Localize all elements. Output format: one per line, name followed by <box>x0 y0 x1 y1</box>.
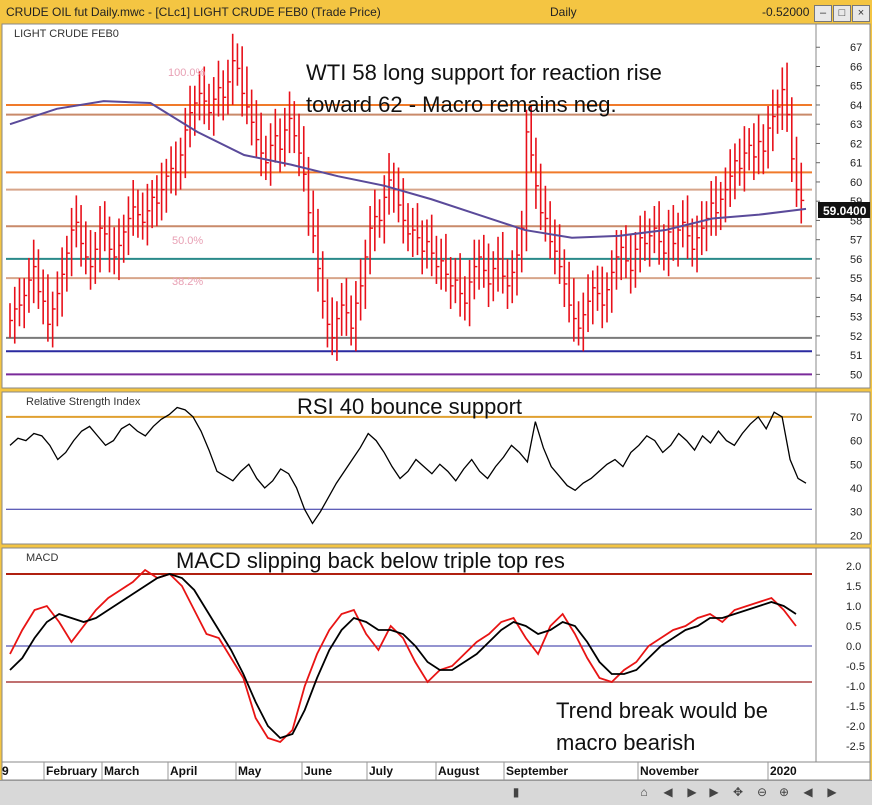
close-icon[interactable]: × <box>852 5 870 22</box>
last-price-tag <box>818 202 870 218</box>
status-bar: ▮ ⌂ ◀ ▶ ▶ ✥ ⊖ ⊕ ◀ ▶ <box>0 780 872 805</box>
zoom-out-icon[interactable]: ⊖ <box>756 785 768 799</box>
price-panel-label: LIGHT CRUDE FEB0 <box>14 28 119 40</box>
rsi-tick-label: 40 <box>850 483 862 495</box>
price-tick-label: 54 <box>850 292 862 304</box>
macd-tick-label: 0.5 <box>846 621 861 633</box>
macd-tick-label: -1.0 <box>846 681 865 693</box>
time-axis-label: February <box>46 764 98 778</box>
time-axis-label: March <box>104 764 139 778</box>
time-axis-label: September <box>506 764 568 778</box>
price-tick-label: 65 <box>850 81 862 93</box>
price-tick-label: 55 <box>850 273 862 285</box>
macd-axis-panel <box>815 547 871 763</box>
scroll-right-icon[interactable]: ▶ <box>827 785 837 799</box>
time-axis: February March April May June July August Septe… <box>2 762 797 780</box>
price-tick-label: 63 <box>850 119 862 131</box>
macd-tick-label: -2.0 <box>846 721 865 733</box>
trend-annotation-line1: Trend break would be <box>556 698 768 723</box>
time-axis-label: April <box>170 764 197 778</box>
time-axis-label: November <box>640 764 699 778</box>
home-icon[interactable]: ⌂ <box>640 785 648 799</box>
time-axis-label: August <box>438 764 479 778</box>
window-title: CRUDE OIL fut Daily.mwc - [CLc1] LIGHT C… <box>6 5 381 19</box>
price-tick-label: 64 <box>850 100 862 112</box>
price-annotation-line2: toward 62 - Macro remains neg. <box>306 92 617 117</box>
macd-tick-label: 1.5 <box>846 581 861 593</box>
scroll-left-icon[interactable]: ◀ <box>803 785 813 799</box>
price-tick-label: 62 <box>850 138 862 150</box>
price-tick-label: 51 <box>850 350 862 362</box>
macd-annotation: MACD slipping back below triple top res <box>176 548 565 573</box>
macd-tick-label: 2.0 <box>846 561 861 573</box>
macd-line <box>9 568 797 744</box>
rsi-annotation: RSI 40 bounce support <box>297 394 522 419</box>
price-tick-label: 58 <box>850 215 862 227</box>
macd-tick-label: 0.0 <box>846 641 861 653</box>
price-tick-label: 66 <box>850 61 862 73</box>
title-bar[interactable]: CRUDE OIL fut Daily.mwc - [CLc1] LIGHT C… <box>2 2 870 24</box>
macd-panel-label: MACD <box>26 552 58 564</box>
macd-panel <box>1 547 817 763</box>
rsi-layer: 20 30 40 50 60 70 <box>6 406 862 542</box>
time-axis-label: May <box>238 764 262 778</box>
fib-label-50: 50.0% <box>172 235 203 247</box>
zoom-reset-icon[interactable]: ✥ <box>732 785 744 799</box>
zoom-in-icon[interactable]: ⊕ <box>778 785 790 799</box>
rsi-line <box>9 406 807 525</box>
price-tick-label: 56 <box>850 254 862 266</box>
trend-annotation-line2: macro bearish <box>556 730 695 755</box>
price-layer: 505152535455565758596061626364656667 <box>6 33 862 381</box>
time-axis-label: July <box>369 764 393 778</box>
rsi-tick-label: 60 <box>850 436 862 448</box>
change-value: -0.52000 <box>762 5 810 19</box>
scroll-bar-icon[interactable]: ▮ <box>512 785 520 799</box>
macd-tick-label: -1.5 <box>846 701 865 713</box>
fib-label-100: 100.0% <box>168 67 206 79</box>
rsi-axis-panel <box>815 391 871 545</box>
rsi-tick-label: 30 <box>850 507 862 519</box>
rsi-tick-label: 70 <box>850 412 862 424</box>
chart-canvas[interactable]: 505152535455565758596061626364656667 203… <box>0 22 872 780</box>
minimize-icon[interactable]: – <box>814 5 832 22</box>
maximize-icon[interactable]: □ <box>833 5 851 22</box>
time-axis-label: 9 <box>2 764 9 778</box>
price-tick-label: 50 <box>850 369 862 381</box>
end-icon[interactable]: ▶ <box>709 785 719 799</box>
price-annotation-line1: WTI 58 long support for reaction rise <box>306 60 662 85</box>
macd-layer: -2.5 -2.0 -1.5 -1.0 -0.5 0.0 0.5 1.0 1.5 2.0 <box>6 561 865 753</box>
price-tick-label: 67 <box>850 42 862 54</box>
prev-icon[interactable]: ◀ <box>663 785 673 799</box>
interval-label: Daily <box>550 5 577 19</box>
last-price-text: 59.0400 <box>823 204 867 218</box>
signal-line <box>9 573 797 740</box>
macd-tick-label: -2.5 <box>846 741 865 753</box>
rsi-panel-label: Relative Strength Index <box>26 396 141 408</box>
price-tick-label: 52 <box>850 331 862 343</box>
moving-average-line <box>9 100 807 239</box>
price-tick-label: 53 <box>850 312 862 324</box>
rsi-tick-label: 20 <box>850 530 862 542</box>
time-axis-label: 2020 <box>770 764 797 778</box>
price-tick-label: 60 <box>850 177 862 189</box>
rsi-tick-label: 50 <box>850 459 862 471</box>
price-tick-label: 57 <box>850 235 862 247</box>
next-icon[interactable]: ▶ <box>687 785 697 799</box>
price-tick-label: 61 <box>850 158 862 170</box>
macd-tick-label: -0.5 <box>846 661 865 673</box>
fib-label-382: 38.2% <box>172 276 203 288</box>
time-axis-label: June <box>304 764 332 778</box>
macd-tick-label: 1.0 <box>846 601 861 613</box>
